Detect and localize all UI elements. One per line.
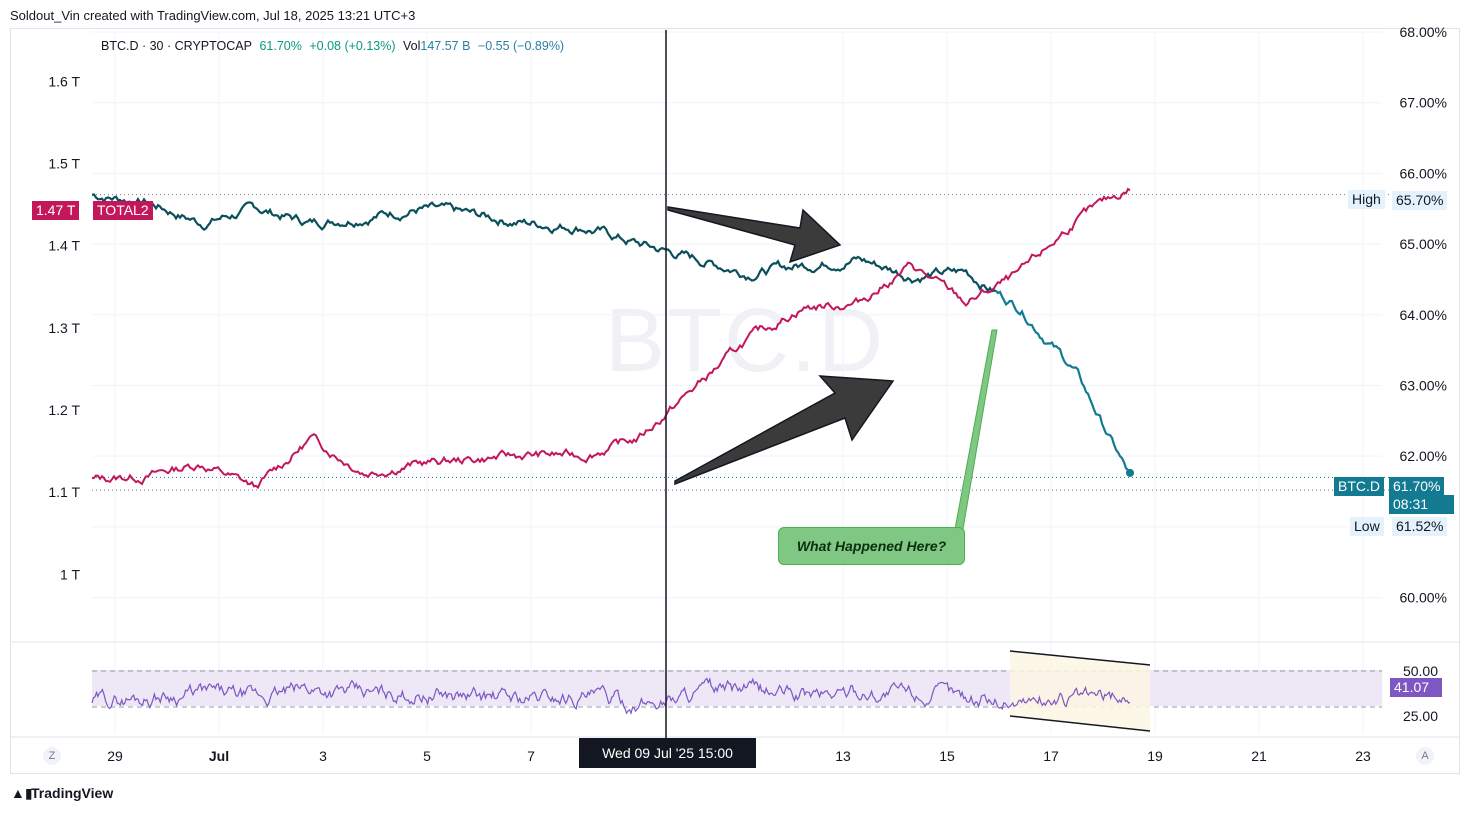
left-tick-label: 1.1 T [48, 484, 80, 500]
rsi-channel-bottom-line [1009, 715, 1151, 732]
rsi-tick-label: 25.00 [1403, 708, 1438, 724]
btcd-name-badge: BTC.D [1334, 477, 1384, 496]
legend-symbol[interactable]: BTC.D · 30 · CRYPTOCAP [101, 39, 252, 53]
x-tick-label: 3 [319, 748, 327, 764]
x-tick-label: 19 [1147, 748, 1163, 764]
arrow-down-right-icon [667, 206, 842, 264]
right-tick-label: 63.00% [1400, 377, 1447, 393]
series-btcd-recent-line [995, 290, 1131, 474]
total2-value-badge: 1.47 T [32, 201, 80, 220]
x-tick-label: 7 [527, 748, 535, 764]
credit-line: Soldout_Vin created with TradingView.com… [10, 8, 416, 23]
rsi-band [92, 651, 1382, 731]
rsi-channel-top-line [1009, 650, 1151, 666]
legend: BTC.D · 30 · CRYPTOCAP 61.70% +0.08 (+0.… [101, 39, 568, 53]
x-tick-label: 23 [1355, 748, 1371, 764]
corner-button-left[interactable]: Z [43, 747, 61, 765]
legend-price: 61.70% [259, 39, 302, 53]
series-layer [91, 187, 1134, 716]
rsi-current-badge: 41.07 [1390, 678, 1442, 697]
arrow-up-right-icon [674, 375, 895, 486]
grid [11, 31, 1459, 738]
annotation-layer [665, 30, 1151, 738]
high-label-badge: High [1348, 190, 1385, 209]
left-tick-label: 1.2 T [48, 402, 80, 418]
x-tick-label: 29 [107, 748, 123, 764]
legend-vol-change: −0.55 (−0.89%) [477, 39, 565, 53]
chart-frame [10, 28, 1460, 774]
total2-name-badge: TOTAL2 [93, 201, 153, 220]
low-label-badge: Low [1350, 517, 1384, 536]
left-tick-label: 1.4 T [48, 238, 80, 254]
btcd-last-point [1126, 468, 1134, 477]
axes-layer: 29 Jul 3 5 7 13 15 17 19 21 23 68.00% 67.00% 66.00% 65… [48, 24, 1447, 764]
rsi-channel-fill [1010, 651, 1150, 731]
rsi-tick-label: 50.00 [1403, 663, 1438, 679]
series-total2-line [91, 187, 1131, 490]
annotation-note[interactable]: What Happened Here? [778, 527, 965, 565]
right-tick-label: 66.00% [1400, 165, 1447, 181]
high-value-badge: 65.70% [1392, 191, 1448, 210]
x-tick-label: 21 [1251, 748, 1267, 764]
btcd-timer-badge: 08:31 [1389, 495, 1454, 514]
left-tick-label: 1.6 T [48, 73, 80, 89]
note-pointer [954, 329, 998, 530]
corner-button-right[interactable]: A [1416, 747, 1434, 765]
right-tick-label: 64.00% [1400, 307, 1447, 323]
right-tick-label: 65.00% [1400, 236, 1447, 252]
right-tick-label: 60.00% [1400, 590, 1447, 606]
series-rsi-line [91, 676, 1131, 716]
right-tick-label: 62.00% [1400, 448, 1447, 464]
x-tick-label: Jul [209, 748, 229, 764]
left-tick-label: 1.5 T [48, 155, 80, 171]
crosshair-time-label: Wed 09 Jul '25 15:00 [579, 738, 756, 768]
low-value-badge: 61.52% [1392, 517, 1448, 536]
x-tick-label: 13 [835, 748, 851, 764]
series-btcd-line [91, 193, 997, 293]
x-tick-label: 15 [939, 748, 955, 764]
x-tick-label: 5 [423, 748, 431, 764]
left-tick-label: 1 T [60, 566, 80, 582]
right-tick-label: 68.00% [1400, 24, 1447, 40]
left-tick-label: 1.3 T [48, 320, 80, 336]
tradingview-logo-icon: ▲▮ [11, 785, 33, 801]
x-tick-label: 17 [1043, 748, 1059, 764]
tradingview-logo[interactable]: ▲▮TradingView [11, 785, 113, 802]
tradingview-logo-text: TradingView [31, 785, 114, 801]
right-tick-label: 67.00% [1400, 95, 1447, 111]
legend-change: +0.08 (+0.13%) [309, 39, 396, 53]
legend-vol-label: Vol [403, 39, 421, 53]
legend-vol-value: 147.57 B [420, 39, 471, 53]
btcd-value-badge: 61.70% [1389, 477, 1445, 496]
